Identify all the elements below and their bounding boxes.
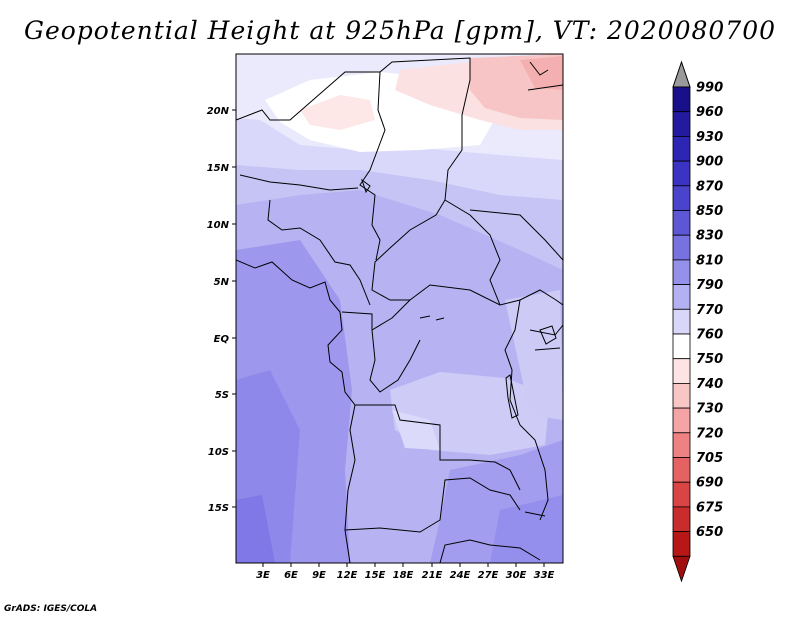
colorbar-box [672, 432, 691, 458]
colorbar-label: 705 [696, 451, 723, 466]
lon-label: 33E [534, 570, 555, 581]
colorbar-label: 650 [696, 525, 723, 540]
lon-label: 3E [256, 570, 270, 581]
lat-label: 20N [207, 106, 230, 117]
lat-label: 5S [215, 390, 229, 401]
lon-label: 24E [450, 570, 471, 581]
lat-label: EQ [214, 334, 230, 345]
colorbar-label: 690 [696, 476, 723, 491]
colorbar-box [672, 382, 691, 409]
colorbar-label: 850 [696, 204, 723, 219]
lake-tanganyika [505, 374, 519, 419]
colorbar-box [672, 407, 691, 434]
lon-label: 6E [284, 570, 298, 581]
colorbar-bottom-arrow [672, 555, 691, 583]
lon-label: 21E [422, 570, 443, 581]
latitude-labels: 20N 15N 10N 5N EQ 5S 10S 15S [207, 106, 230, 514]
colorbar: 990 960 930 900 870 850 830 810 790 770 760 750 740 7… [672, 60, 723, 583]
colorbar-box [672, 506, 691, 532]
field-southeast-830 [490, 495, 563, 563]
colorbar-label: 900 [696, 155, 723, 170]
colorbar-label: 740 [696, 377, 723, 392]
colorbar-label: 675 [696, 500, 723, 515]
colorbar-label: 930 [696, 130, 723, 145]
colorbar-box [672, 86, 691, 113]
colorbar-box [672, 284, 691, 310]
border-rwanda [534, 347, 561, 351]
colorbar-box [672, 308, 691, 335]
lon-label: 30E [506, 570, 527, 581]
axis-ticks [232, 109, 545, 567]
colorbar-label: 750 [696, 352, 723, 367]
border-congo-drc [369, 329, 421, 393]
lat-label: 10N [207, 220, 230, 231]
grads-credit: GrADS: IGES/COLA [4, 604, 98, 614]
colorbar-box [672, 160, 691, 187]
border-angola [355, 404, 521, 491]
lake-kariba [524, 511, 546, 517]
colorbar-box [672, 210, 691, 236]
field-north-750a [300, 95, 375, 130]
coastline-west [236, 259, 356, 563]
colorbar-label: 830 [696, 229, 723, 244]
colorbar-label: 770 [696, 303, 723, 318]
border-sahel [236, 57, 471, 301]
lat-label: 15S [208, 503, 229, 514]
border-car-south [409, 284, 563, 306]
lon-label: 27E [478, 570, 499, 581]
border-niger-chad [359, 71, 386, 261]
colorbar-box [672, 457, 691, 483]
border-sudan [469, 209, 563, 261]
colorbar-box [672, 358, 691, 384]
colorbar-labels: 990 960 930 900 870 850 830 810 790 770 760 750 740 7… [696, 81, 723, 541]
colorbar-box [672, 333, 691, 360]
lake-chad [361, 178, 371, 194]
border-namibia-zambia [344, 477, 521, 533]
colorbar-box [672, 111, 691, 137]
colorbar-top-arrow [672, 60, 691, 88]
lakes [361, 178, 557, 517]
lon-label: 12E [337, 570, 358, 581]
height-field [236, 54, 563, 563]
colorbar-box [672, 185, 691, 211]
lat-label: 10S [208, 447, 229, 458]
field-north-730 [520, 56, 563, 90]
colorbar-box [672, 135, 691, 162]
border-great-lakes [504, 299, 549, 521]
colorbar-label: 720 [696, 426, 723, 441]
river-congo [419, 315, 445, 321]
border-west-africa [239, 174, 359, 191]
colorbar-box [672, 481, 691, 508]
colorbar-label: 990 [696, 81, 723, 96]
longitude-labels: 3E 6E 9E 12E 15E 18E 21E 24E 27E 30E 33E [256, 570, 554, 581]
field-ocean-850 [236, 495, 275, 563]
colorbar-box [672, 259, 691, 285]
colorbar-box [672, 531, 691, 557]
map-frame [235, 53, 564, 564]
lon-label: 18E [393, 570, 414, 581]
border-south [439, 539, 541, 563]
colorbar-label: 810 [696, 253, 723, 268]
colorbar-label: 730 [696, 402, 723, 417]
lat-label: 15N [207, 163, 230, 174]
field-east-790 [505, 290, 563, 420]
border-egypt [527, 61, 563, 91]
colorbar-box [672, 234, 691, 261]
lake-victoria [539, 325, 557, 345]
colorbar-boxes [672, 86, 691, 583]
lon-label: 9E [312, 570, 326, 581]
country-borders [236, 57, 563, 563]
map-title: Geopotential Height at 925hPa [gpm], VT:… [23, 16, 777, 45]
colorbar-label: 790 [696, 278, 723, 293]
lat-label: 5N [214, 277, 230, 288]
lon-label: 15E [365, 570, 386, 581]
colorbar-label: 960 [696, 105, 723, 120]
colorbar-label: 870 [696, 179, 723, 194]
border-nigeria [267, 199, 371, 306]
colorbar-label: 760 [696, 328, 723, 343]
border-chad-sudan [444, 199, 501, 306]
